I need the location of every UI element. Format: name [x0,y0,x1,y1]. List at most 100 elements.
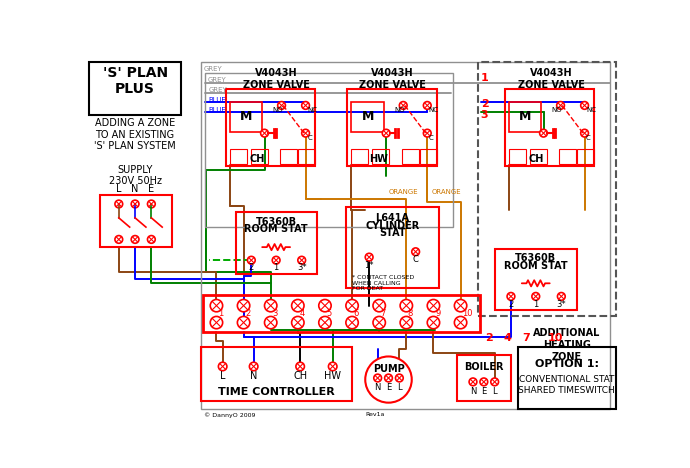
Circle shape [292,316,304,329]
Text: N: N [250,372,257,381]
Text: 2: 2 [485,333,493,344]
Text: E: E [386,383,391,392]
Text: ORANGE: ORANGE [388,190,418,195]
Circle shape [302,129,309,137]
Text: 10: 10 [462,309,473,318]
Bar [529,148,546,164]
Bar [230,102,262,132]
Circle shape [328,362,337,371]
Circle shape [532,292,540,300]
Text: 7: 7 [522,333,529,344]
Text: L: L [493,388,497,396]
Text: CH: CH [293,372,307,381]
Circle shape [540,129,547,137]
Text: V4043H
ZONE VALVE: V4043H ZONE VALVE [243,68,310,90]
Circle shape [382,129,390,137]
Bar [372,148,389,164]
Bar [351,102,384,132]
Text: 2: 2 [481,98,489,109]
Text: CYLINDER: CYLINDER [365,220,420,231]
Circle shape [365,357,412,402]
Text: NC: NC [428,107,439,113]
Text: Rev1a: Rev1a [365,412,384,417]
Bar [559,148,576,164]
Text: ADDITIONAL
HEATING
ZONE: ADDITIONAL HEATING ZONE [533,329,600,361]
Circle shape [412,248,420,256]
Bar [280,148,297,164]
Text: BLUE: BLUE [208,107,226,113]
Circle shape [365,253,373,261]
Text: L641A: L641A [375,213,409,223]
Text: 1: 1 [533,300,538,308]
Bar [201,347,352,401]
Text: © DannyO 2009: © DannyO 2009 [204,412,255,417]
Text: N: N [131,183,139,194]
Circle shape [395,374,403,382]
Circle shape [298,256,306,264]
Circle shape [273,256,280,264]
Circle shape [131,200,139,208]
Circle shape [248,256,255,264]
Text: T6360B: T6360B [515,253,556,263]
Text: C: C [413,255,419,264]
Text: N: N [470,388,476,396]
Text: C: C [586,135,591,141]
Circle shape [384,374,393,382]
Text: M: M [519,110,531,124]
Bar [509,148,526,164]
Text: SHARED TIMESWITCH: SHARED TIMESWITCH [518,386,615,395]
Text: 9: 9 [435,309,440,318]
Bar [505,88,594,166]
Text: GREY: GREY [208,77,227,83]
Circle shape [148,200,155,208]
Text: N: N [375,383,381,392]
Circle shape [400,102,407,110]
Text: M: M [239,110,252,124]
Text: CH: CH [249,154,264,164]
Circle shape [581,102,589,110]
Bar [250,148,268,164]
Circle shape [346,300,358,312]
Text: 2: 2 [245,309,250,318]
Text: NO: NO [273,107,283,113]
Bar [89,62,181,115]
Circle shape [346,316,358,329]
Bar [509,102,541,132]
Circle shape [373,316,386,329]
Text: L: L [116,183,121,194]
Bar [518,347,615,409]
Circle shape [249,362,258,371]
Circle shape [558,292,565,300]
Bar [495,249,577,310]
Text: C: C [307,135,312,141]
Text: BOILER: BOILER [464,362,504,372]
Bar [236,212,317,274]
Circle shape [424,129,431,137]
Text: L: L [397,383,402,392]
Text: ROOM STAT: ROOM STAT [244,225,308,234]
Text: 3: 3 [481,110,489,120]
Circle shape [319,300,331,312]
Circle shape [400,300,413,312]
Bar [226,88,315,166]
Bar [348,88,437,166]
Text: 2: 2 [248,263,254,272]
Circle shape [264,300,277,312]
Bar [351,148,368,164]
Bar [201,62,610,409]
Circle shape [115,200,123,208]
Text: 'S' PLAN
PLUS: 'S' PLAN PLUS [103,66,168,96]
Text: CH: CH [528,154,544,164]
Circle shape [455,300,466,312]
Circle shape [373,300,386,312]
Circle shape [115,235,123,243]
Text: 1: 1 [273,263,279,272]
Circle shape [581,129,589,137]
Text: 4: 4 [299,309,304,318]
Bar [577,148,594,164]
Text: 1: 1 [481,73,489,83]
Circle shape [480,378,488,386]
Text: 8: 8 [408,309,413,318]
Text: PUMP: PUMP [373,364,404,374]
Text: NC: NC [307,107,317,113]
